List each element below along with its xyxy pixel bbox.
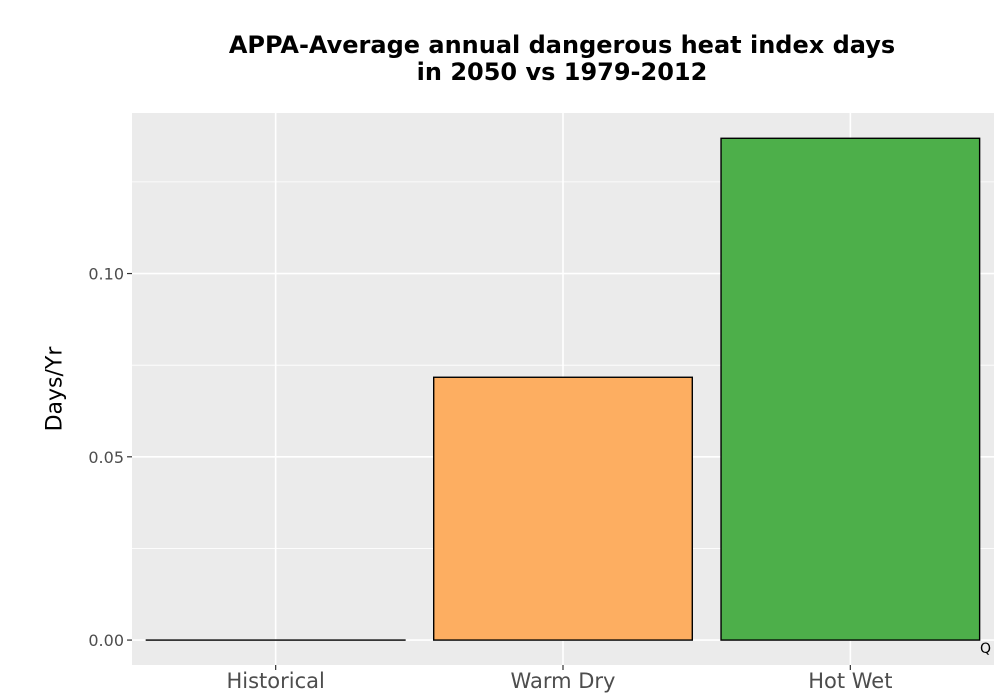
y-axis-title: Days/Yr [43,346,68,432]
bar-hot-wet [720,137,981,641]
chart-title-line-1: APPA-Average annual dangerous heat index… [228,31,896,59]
corner-annotation: Q [980,641,991,657]
x-tick-label: Historical [226,669,324,693]
y-tick-label: 0.05 [88,448,124,467]
x-tick-label: Hot Wet [808,669,892,693]
x-tick-label: Warm Dry [511,669,616,693]
y-tick-label: 0.10 [88,265,124,284]
bars [145,137,981,641]
chart-title: APPA-Average annual dangerous heat index… [130,32,994,86]
y-axis-ticks: 0.00 0.05 0.10 [88,265,132,650]
bar-warm-dry [433,376,694,641]
chart-title-line-2: in 2050 vs 1979-2012 [416,58,708,86]
x-axis-ticks: Historical Warm Dry Hot Wet [226,665,892,693]
y-tick-label: 0.00 [88,631,124,650]
